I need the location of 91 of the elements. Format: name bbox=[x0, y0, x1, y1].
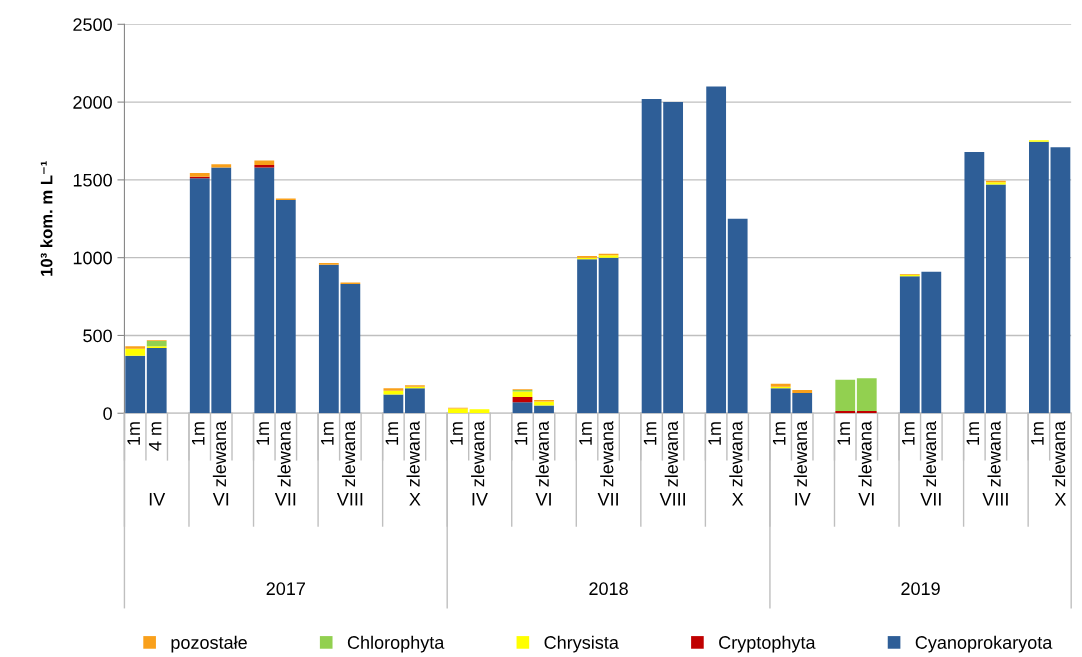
text: 2019 bbox=[901, 582, 940, 596]
bar bbox=[835, 379, 856, 411]
bar bbox=[964, 151, 985, 414]
text: VI bbox=[535, 493, 551, 506]
text: X bbox=[732, 493, 744, 506]
y-tick-label: 2000 bbox=[73, 96, 112, 109]
bar bbox=[512, 402, 533, 414]
bar bbox=[405, 388, 425, 414]
text: VII bbox=[920, 493, 941, 506]
x-tick-label: 1m bbox=[127, 422, 140, 445]
text: VI bbox=[858, 493, 874, 506]
x-tick-label: 1m bbox=[708, 422, 721, 445]
x-tick-label: zlewana bbox=[858, 421, 872, 487]
y-tick-label: 1500 bbox=[73, 173, 112, 187]
bar bbox=[706, 86, 727, 414]
bar bbox=[254, 160, 275, 166]
text: VIII bbox=[982, 493, 1008, 506]
bar bbox=[534, 405, 554, 414]
text: VIII bbox=[336, 493, 363, 506]
x-tick-label: 1m bbox=[902, 422, 915, 445]
text: 2017 bbox=[266, 582, 305, 596]
text: IV bbox=[149, 493, 166, 506]
y-tick-label: 1000 bbox=[73, 251, 112, 265]
y-tick-label: 0 bbox=[103, 407, 112, 420]
x-tick-label: zlewana bbox=[471, 421, 485, 487]
bar bbox=[727, 218, 748, 414]
x-tick-label: zlewana bbox=[212, 421, 227, 487]
legend-label: pozostałe bbox=[171, 635, 247, 653]
y-tick-label: 500 bbox=[83, 329, 112, 343]
legend-label: Chrysista bbox=[544, 635, 619, 653]
bar bbox=[254, 167, 275, 414]
x-tick-label: 1m bbox=[1031, 422, 1044, 445]
text: VI bbox=[212, 493, 229, 506]
x-tick-label: zlewana bbox=[406, 421, 420, 487]
bar bbox=[792, 389, 813, 394]
text: VII bbox=[274, 493, 296, 506]
text: 2018 bbox=[589, 582, 628, 596]
x-tick-label: 1m bbox=[191, 422, 205, 445]
x-tick-label: 1m bbox=[966, 422, 980, 445]
y-tick-label: 2500 bbox=[73, 18, 112, 32]
bar bbox=[275, 200, 296, 414]
legend-label: Chlorophyta bbox=[347, 635, 445, 653]
bar bbox=[383, 388, 404, 391]
y-axis-title: 10³ kom. m L⁻¹ bbox=[40, 161, 53, 276]
bar bbox=[856, 378, 877, 411]
bar bbox=[598, 257, 619, 414]
bar bbox=[577, 259, 597, 414]
text: VII bbox=[597, 493, 618, 506]
legend-label: Cyanoprokaryota bbox=[915, 635, 1053, 653]
x-tick-label: zlewana bbox=[535, 421, 549, 487]
bar bbox=[985, 184, 1006, 414]
x-tick-label: zlewana bbox=[277, 421, 291, 487]
text: IV bbox=[472, 493, 488, 506]
x-tick-label: zlewana bbox=[600, 421, 614, 487]
x-tick-label: zlewana bbox=[922, 421, 937, 487]
bar bbox=[146, 347, 167, 414]
x-tick-label: zlewana bbox=[341, 421, 356, 487]
x-tick-label: 1m bbox=[321, 422, 334, 445]
bar bbox=[383, 390, 404, 395]
x-tick-label: 1m bbox=[579, 422, 592, 445]
bar bbox=[125, 355, 146, 414]
bar bbox=[189, 172, 210, 177]
x-tick-label: zlewana bbox=[793, 421, 808, 487]
bar bbox=[641, 98, 662, 414]
x-tick-label: zlewana bbox=[729, 421, 743, 487]
text: IV bbox=[795, 493, 811, 506]
x-tick-label: 1m bbox=[643, 422, 657, 445]
text: X bbox=[1054, 493, 1067, 506]
bar bbox=[383, 394, 404, 414]
x-tick-label: 1m bbox=[772, 422, 786, 445]
text: VIII bbox=[659, 493, 685, 506]
text: X bbox=[409, 493, 421, 506]
x-tick-label: 1m bbox=[450, 422, 463, 445]
bar bbox=[1050, 147, 1071, 414]
bar bbox=[512, 391, 533, 397]
x-tick-label: 1m bbox=[514, 422, 528, 445]
legend-label: Cryptophyta bbox=[719, 635, 816, 653]
bar bbox=[125, 346, 146, 349]
x-tick-label: 1m bbox=[256, 422, 269, 445]
bar bbox=[211, 164, 232, 168]
bar bbox=[125, 348, 146, 356]
bar bbox=[146, 340, 167, 347]
x-tick-label: zlewana bbox=[664, 421, 678, 487]
x-tick-label: 4 m bbox=[148, 422, 162, 451]
bar bbox=[469, 409, 490, 414]
x-tick-label: 1m bbox=[385, 422, 399, 445]
x-tick-label: 1m bbox=[837, 422, 850, 445]
bar bbox=[663, 102, 684, 414]
x-tick-label: zlewana bbox=[1052, 421, 1066, 487]
x-tick-label: zlewana bbox=[987, 421, 1001, 487]
bar bbox=[1029, 141, 1049, 414]
